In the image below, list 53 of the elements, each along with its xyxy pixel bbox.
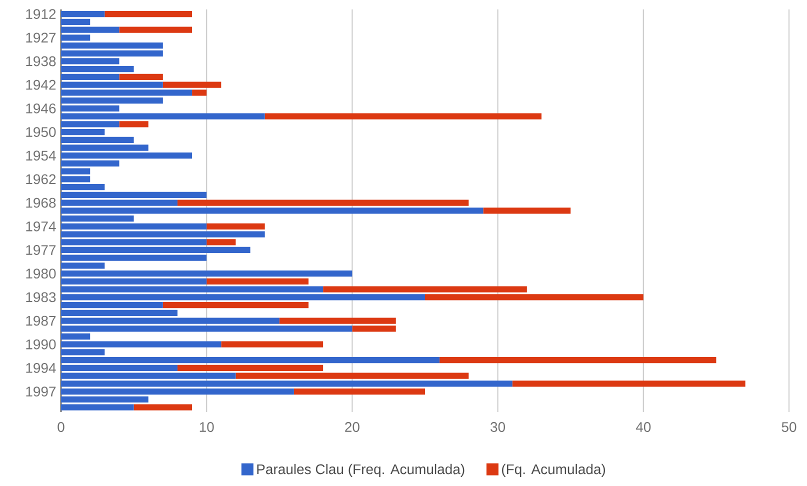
y-tick-label: 1912 xyxy=(26,9,56,20)
x-tick-label: 50 xyxy=(782,422,796,432)
bar xyxy=(264,113,542,120)
bar xyxy=(61,333,90,340)
bar xyxy=(162,302,309,308)
x-tick-label: 40 xyxy=(636,422,651,432)
y-tick-label: 1946 xyxy=(26,103,56,114)
x-tick-label: 30 xyxy=(490,422,506,432)
y-tick-label: 1927 xyxy=(26,32,56,43)
bar xyxy=(119,121,148,128)
bar xyxy=(61,278,207,285)
bar xyxy=(440,357,716,364)
y-tick-label: 1954 xyxy=(26,150,56,161)
x-tick-label: 10 xyxy=(200,422,214,432)
bar xyxy=(61,128,105,136)
bar xyxy=(236,372,469,379)
bar xyxy=(61,246,250,254)
bar xyxy=(177,364,324,372)
bar xyxy=(206,223,265,230)
y-tick-label: 1997 xyxy=(26,386,56,397)
bar xyxy=(61,10,105,18)
y-tick-label: 1950 xyxy=(26,127,56,137)
y-tick-label: 1990 xyxy=(26,339,56,350)
legend-label: (Fq. Acumulada) xyxy=(502,464,606,477)
x-tick-label: 20 xyxy=(345,422,360,432)
y-tick-label: 1980 xyxy=(26,268,56,279)
bar xyxy=(61,42,163,49)
bar xyxy=(61,160,120,167)
legend-label: Paraules Clau (Freq. Acumulada) xyxy=(257,464,464,477)
y-tick-label: 1962 xyxy=(26,174,56,184)
bar xyxy=(119,74,163,80)
bar xyxy=(104,10,192,18)
y-tick-label: 1977 xyxy=(26,245,56,255)
y-tick-label: 1983 xyxy=(26,292,56,302)
y-tick-label: 1994 xyxy=(26,363,56,373)
bar xyxy=(483,208,571,214)
bar xyxy=(294,388,426,395)
bar xyxy=(134,404,192,410)
x-tick-label: 0 xyxy=(58,422,64,432)
bar xyxy=(119,26,192,33)
y-tick-label: 1974 xyxy=(26,221,56,232)
y-tick-label: 1942 xyxy=(26,80,56,90)
bar xyxy=(206,239,236,246)
y-tick-label: 1987 xyxy=(26,316,56,326)
bar xyxy=(61,215,134,222)
bar xyxy=(206,278,309,285)
y-tick-label: 1938 xyxy=(26,56,56,66)
bar xyxy=(61,74,120,80)
bar xyxy=(512,380,746,387)
y-tick-label: 1968 xyxy=(26,198,56,208)
bar xyxy=(177,200,469,206)
bar xyxy=(61,364,178,372)
bar xyxy=(221,341,324,348)
